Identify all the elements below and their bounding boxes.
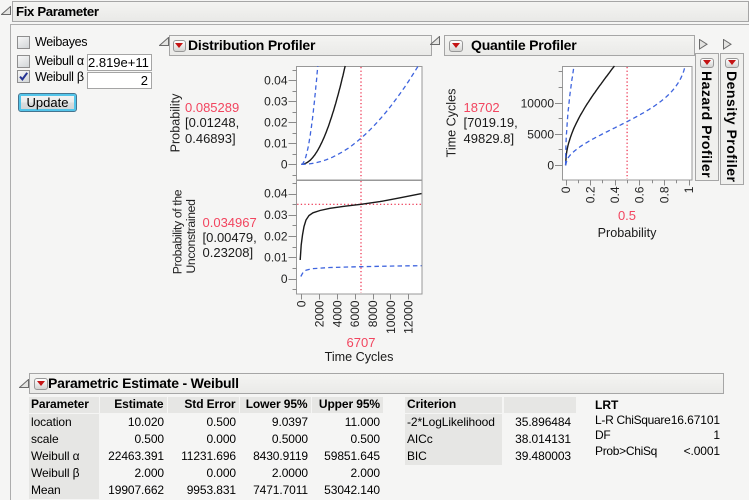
svg-text:0.02: 0.02: [264, 116, 288, 130]
svg-text:0.6: 0.6: [633, 186, 647, 203]
svg-text:0: 0: [559, 186, 573, 193]
svg-text:0.04: 0.04: [264, 74, 288, 88]
svg-text:Time Cycles: Time Cycles: [445, 89, 459, 158]
svg-text:0: 0: [281, 272, 288, 286]
svg-text:0.02: 0.02: [264, 229, 288, 243]
svg-text:0.2: 0.2: [584, 186, 598, 203]
svg-text:0.8: 0.8: [657, 186, 671, 203]
svg-text:0: 0: [281, 158, 288, 172]
svg-text:2000: 2000: [312, 300, 326, 327]
svg-text:10000: 10000: [384, 300, 398, 334]
svg-text:Unconstrained: Unconstrained: [184, 199, 198, 273]
svg-text:Probability: Probability: [169, 93, 183, 153]
svg-text:0: 0: [295, 300, 309, 307]
svg-text:10000: 10000: [521, 96, 555, 110]
svg-text:0.04: 0.04: [264, 187, 288, 201]
svg-text:5000: 5000: [527, 127, 554, 141]
svg-text:6000: 6000: [348, 300, 362, 327]
svg-text:0.01: 0.01: [264, 137, 288, 151]
svg-text:0.03: 0.03: [264, 208, 288, 222]
svg-text:0.03: 0.03: [264, 95, 288, 109]
svg-text:8000: 8000: [366, 300, 380, 327]
svg-text:0: 0: [547, 159, 554, 173]
svg-text:0.4: 0.4: [608, 186, 622, 203]
svg-text:Probability of the: Probability of the: [171, 189, 185, 274]
svg-text:0.01: 0.01: [264, 251, 288, 265]
svg-text:1: 1: [682, 186, 696, 193]
svg-text:4000: 4000: [330, 300, 344, 327]
svg-text:12000: 12000: [402, 300, 416, 334]
